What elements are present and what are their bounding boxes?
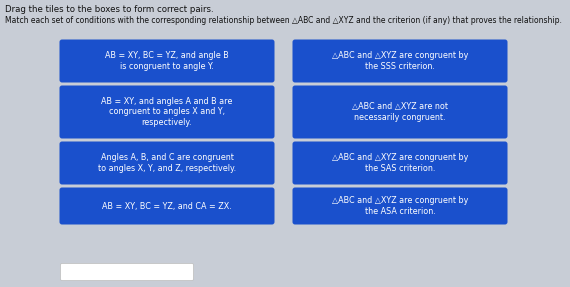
FancyBboxPatch shape <box>292 187 507 224</box>
Text: Match each set of conditions with the corresponding relationship between △ABC an: Match each set of conditions with the co… <box>5 16 562 25</box>
Text: △ABC and △XYZ are congruent by
the SSS criterion.: △ABC and △XYZ are congruent by the SSS c… <box>332 51 468 71</box>
FancyBboxPatch shape <box>60 263 193 280</box>
FancyBboxPatch shape <box>59 40 275 82</box>
FancyBboxPatch shape <box>292 40 507 82</box>
Text: △ABC and △XYZ are congruent by
the ASA criterion.: △ABC and △XYZ are congruent by the ASA c… <box>332 196 468 216</box>
FancyBboxPatch shape <box>59 86 275 139</box>
Text: △ABC and △XYZ are congruent by
the SAS criterion.: △ABC and △XYZ are congruent by the SAS c… <box>332 153 468 173</box>
FancyBboxPatch shape <box>59 141 275 185</box>
Text: Angles A, B, and C are congruent
to angles X, Y, and Z, respectively.: Angles A, B, and C are congruent to angl… <box>98 153 236 173</box>
Text: AB = XY, BC = YZ, and CA = ZX.: AB = XY, BC = YZ, and CA = ZX. <box>102 201 232 210</box>
FancyBboxPatch shape <box>292 86 507 139</box>
FancyBboxPatch shape <box>292 141 507 185</box>
Text: AB = XY, and angles A and B are
congruent to angles X and Y,
respectively.: AB = XY, and angles A and B are congruen… <box>101 97 233 127</box>
Text: △ABC and △XYZ are not
necessarily congruent.: △ABC and △XYZ are not necessarily congru… <box>352 102 448 122</box>
Text: Drag the tiles to the boxes to form correct pairs.: Drag the tiles to the boxes to form corr… <box>5 5 214 14</box>
FancyBboxPatch shape <box>59 187 275 224</box>
Text: AB = XY, BC = YZ, and angle B
is congruent to angle Y.: AB = XY, BC = YZ, and angle B is congrue… <box>105 51 229 71</box>
